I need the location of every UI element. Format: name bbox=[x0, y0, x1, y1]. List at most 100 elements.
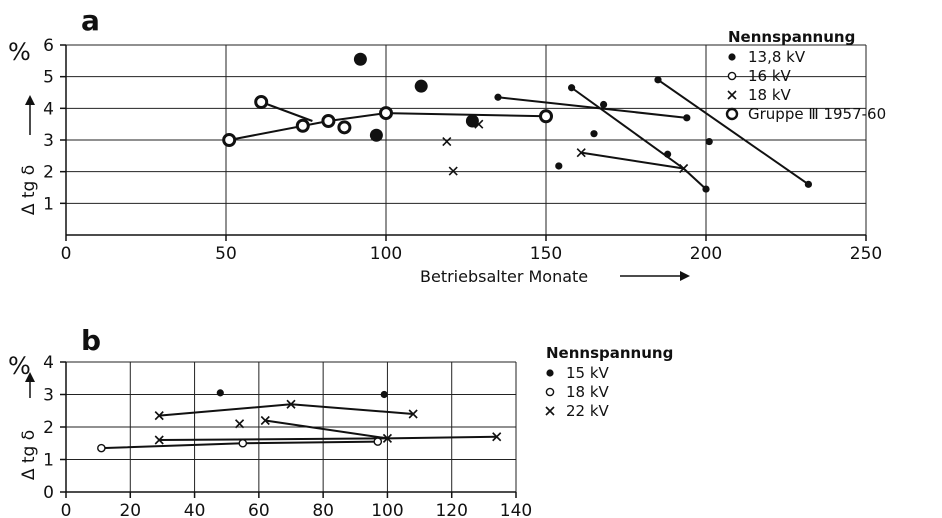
x-axis-label: Betriebsalter Monate bbox=[420, 267, 588, 286]
x-tick-label: 20 bbox=[119, 501, 141, 518]
data-point-filled bbox=[216, 389, 224, 397]
data-point-group-ring bbox=[539, 109, 553, 124]
data-point-filled bbox=[705, 137, 713, 146]
x-tick-label: 0 bbox=[61, 501, 72, 518]
data-point-open bbox=[545, 387, 555, 397]
y-tick-label: 3 bbox=[43, 131, 54, 151]
data-point-filled bbox=[590, 130, 598, 138]
y-axis-label: Δ tg δ bbox=[19, 165, 39, 215]
data-trend-line bbox=[260, 101, 313, 122]
data-trend-line bbox=[159, 435, 497, 441]
legend-label: 22 kV bbox=[566, 402, 610, 420]
data-point-cross bbox=[235, 419, 245, 429]
x-tick-label: 60 bbox=[248, 501, 270, 518]
data-point-filled bbox=[654, 76, 662, 84]
legend-label: 18 kV bbox=[748, 86, 792, 104]
data-point-filled bbox=[380, 390, 388, 399]
y-tick-label: 5 bbox=[43, 68, 54, 88]
y-axis-arrowhead bbox=[25, 372, 35, 382]
data-trend-line bbox=[581, 151, 684, 170]
data-point-group-ring bbox=[254, 95, 269, 109]
data-point-group-ring bbox=[222, 133, 237, 147]
legend-marker-group-ring bbox=[725, 107, 739, 121]
panel-label: b bbox=[81, 324, 101, 357]
data-point-cross bbox=[286, 399, 296, 409]
data-point-cross bbox=[154, 411, 164, 421]
data-point-group-filled bbox=[369, 128, 383, 142]
data-point-filled bbox=[494, 93, 502, 101]
y-tick-label: 1 bbox=[43, 451, 54, 471]
data-point-filled bbox=[568, 84, 576, 92]
x-tick-label: 140 bbox=[500, 501, 532, 518]
x-tick-label: 100 bbox=[370, 244, 402, 264]
data-point-filled bbox=[600, 100, 608, 109]
data-point-cross bbox=[492, 432, 502, 442]
y-tick-label: 3 bbox=[43, 386, 54, 406]
x-tick-label: 250 bbox=[850, 244, 882, 264]
data-point-open bbox=[97, 443, 106, 453]
data-point-cross bbox=[727, 90, 737, 100]
data-point-cross bbox=[442, 137, 452, 147]
x-tick-label: 100 bbox=[371, 501, 403, 518]
x-tick-label: 150 bbox=[530, 244, 562, 264]
data-point-group-ring bbox=[321, 114, 336, 128]
data-point-filled bbox=[555, 162, 563, 170]
legend-title: Nennspannung bbox=[546, 344, 673, 362]
data-trend-line bbox=[229, 112, 547, 141]
x-tick-label: 80 bbox=[312, 501, 334, 518]
legend-label: 18 kV bbox=[566, 383, 610, 401]
data-point-open bbox=[373, 437, 383, 446]
y-tick-label: 4 bbox=[43, 353, 54, 373]
legend-label: 16 kV bbox=[748, 67, 792, 85]
data-point-group-filled bbox=[353, 52, 367, 66]
data-point-group-filled bbox=[465, 114, 479, 128]
y-tick-label: 1 bbox=[43, 194, 54, 214]
data-point-group-ring bbox=[379, 106, 393, 121]
data-point-cross bbox=[448, 166, 458, 176]
panel-label: a bbox=[81, 4, 100, 37]
data-point-open bbox=[727, 71, 737, 81]
y-tick-label: 2 bbox=[43, 418, 54, 438]
data-point-cross bbox=[260, 415, 270, 426]
y-axis-arrowhead bbox=[25, 95, 35, 105]
x-axis-arrowhead bbox=[680, 271, 690, 281]
legend-label: Gruppe Ⅲ 1957-60 bbox=[748, 105, 886, 123]
data-point-filled bbox=[664, 150, 672, 158]
data-point-cross bbox=[382, 433, 392, 443]
data-point-cross bbox=[545, 406, 555, 416]
x-tick-label: 40 bbox=[184, 501, 206, 518]
data-point-filled bbox=[546, 369, 554, 377]
data-trend-line bbox=[657, 79, 809, 186]
y-unit-label: % bbox=[8, 38, 31, 66]
data-point-cross bbox=[576, 148, 586, 158]
data-point-cross bbox=[474, 119, 484, 129]
data-point-group-filled bbox=[414, 79, 428, 93]
data-point-cross bbox=[408, 409, 418, 419]
data-point-cross bbox=[679, 163, 689, 174]
data-trend-line bbox=[497, 96, 687, 119]
data-point-group-ring bbox=[295, 118, 310, 133]
y-tick-label: 0 bbox=[43, 483, 54, 503]
data-point-filled bbox=[683, 114, 691, 122]
x-tick-label: 200 bbox=[690, 244, 722, 264]
x-tick-label: 50 bbox=[215, 244, 237, 264]
legend-title: Nennspannung bbox=[728, 28, 855, 46]
y-axis-label: Δ tg δ bbox=[19, 430, 39, 480]
data-point-filled bbox=[804, 180, 813, 188]
legend-label: 15 kV bbox=[566, 364, 610, 382]
y-tick-label: 6 bbox=[43, 36, 54, 56]
x-tick-label: 0 bbox=[61, 244, 72, 264]
legend-label: 13,8 kV bbox=[748, 48, 806, 66]
x-tick-label: 120 bbox=[435, 501, 467, 518]
data-point-group-ring bbox=[337, 120, 352, 135]
data-point-filled bbox=[702, 185, 710, 193]
data-point-open bbox=[238, 438, 248, 448]
y-unit-label: % bbox=[8, 352, 31, 380]
y-tick-label: 2 bbox=[43, 163, 54, 183]
y-tick-label: 4 bbox=[43, 99, 54, 119]
data-trend-line bbox=[159, 403, 414, 417]
data-trend-line bbox=[265, 419, 388, 440]
data-point-filled bbox=[728, 53, 736, 61]
data-point-cross bbox=[154, 435, 164, 445]
